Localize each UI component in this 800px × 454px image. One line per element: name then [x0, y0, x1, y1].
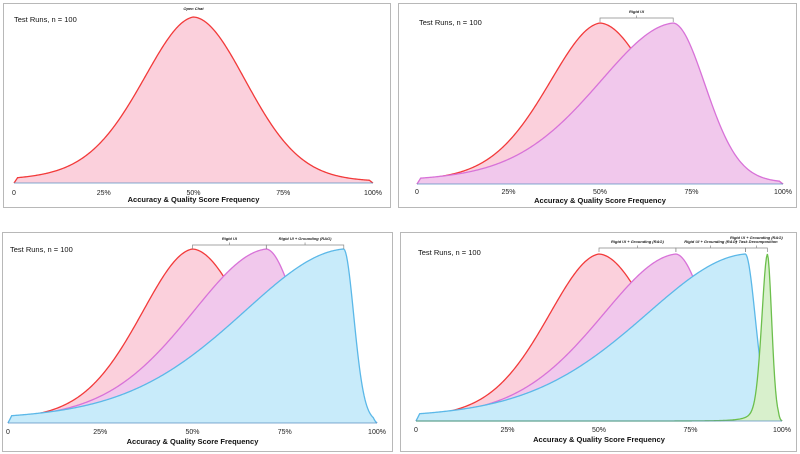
x-tick-label: 0 — [6, 429, 10, 436]
bracket-label: Rigid UI + Grounding (RAG) — [279, 236, 332, 241]
x-tick-label: 25% — [500, 427, 514, 434]
series-line-2 — [7, 248, 378, 424]
series-line-2 — [415, 253, 783, 422]
bracket-label-line2: + Task Decomposition — [735, 239, 778, 244]
x-tick-label: 100% — [364, 190, 382, 197]
chart-panel-1: 0 25% 50% 75% 100% Accuracy & Quality Score F… — [12, 6, 382, 204]
x-tick-label: 75% — [276, 190, 290, 197]
series-area-2 — [416, 254, 782, 421]
bracket — [192, 242, 267, 249]
bracket-label: Rigid UI + Grounding (RAG) — [730, 235, 783, 240]
bracket-label: Open Chat — [183, 6, 204, 11]
x-tick-label: 0 — [415, 189, 419, 196]
x-tick-label: 50% — [592, 427, 606, 434]
series-area-2 — [8, 249, 377, 423]
series-line-0 — [13, 16, 374, 184]
x-axis-title: Accuracy & Quality Score Frequency — [534, 196, 667, 205]
x-axis-title: Accuracy & Quality Score Frequency — [128, 195, 261, 204]
bracket — [745, 245, 768, 252]
chart-panel-2: 0 25% 50% 75% 100% Accuracy & Quality Score F… — [415, 9, 792, 205]
x-axis-title: Accuracy & Quality Score Frequency — [127, 437, 260, 446]
x-tick-label: 75% — [278, 429, 292, 436]
x-tick-label: 50% — [185, 429, 199, 436]
bracket — [598, 245, 677, 252]
bracket-label: Rigid UI + Grounding (RAG) — [684, 239, 737, 244]
x-tick-label: 100% — [773, 427, 791, 434]
chart-panel-4: 0 25% 50% 75% 100% Accuracy & Quality Score F… — [414, 235, 791, 444]
x-tick-label: 50% — [593, 189, 607, 196]
x-tick-label: 0 — [12, 190, 16, 197]
x-tick-label: 50% — [186, 190, 200, 197]
x-tick-label: 100% — [774, 189, 792, 196]
x-tick-label: 25% — [97, 190, 111, 197]
series-area-0 — [14, 17, 373, 183]
x-tick-label: 0 — [414, 427, 418, 434]
x-tick-label: 75% — [683, 427, 697, 434]
test-runs-annotation: Test Runs, n = 100 — [418, 248, 481, 257]
test-runs-annotation: Test Runs, n = 100 — [14, 15, 77, 24]
test-runs-annotation: Test Runs, n = 100 — [419, 18, 482, 27]
series-line-1 — [416, 22, 784, 185]
bracket — [599, 15, 674, 22]
x-tick-label: 75% — [684, 189, 698, 196]
test-runs-annotation: Test Runs, n = 100 — [10, 245, 73, 254]
x-axis-title: Accuracy & Quality Score Frequency — [533, 435, 666, 444]
x-tick-label: 25% — [93, 429, 107, 436]
x-tick-label: 100% — [368, 429, 386, 436]
bracket — [265, 242, 345, 249]
series-area-1 — [417, 23, 783, 184]
bracket — [675, 245, 746, 252]
bracket-label: Rigid UI — [222, 236, 238, 241]
x-tick-label: 25% — [501, 189, 515, 196]
bracket-label: Rigid UI — [629, 9, 645, 14]
chart-panel-3: 0 25% 50% 75% 100% Accuracy & Quality Score F… — [6, 236, 386, 446]
bracket-label: Rigid UI + Grounding (RAG) — [611, 239, 664, 244]
